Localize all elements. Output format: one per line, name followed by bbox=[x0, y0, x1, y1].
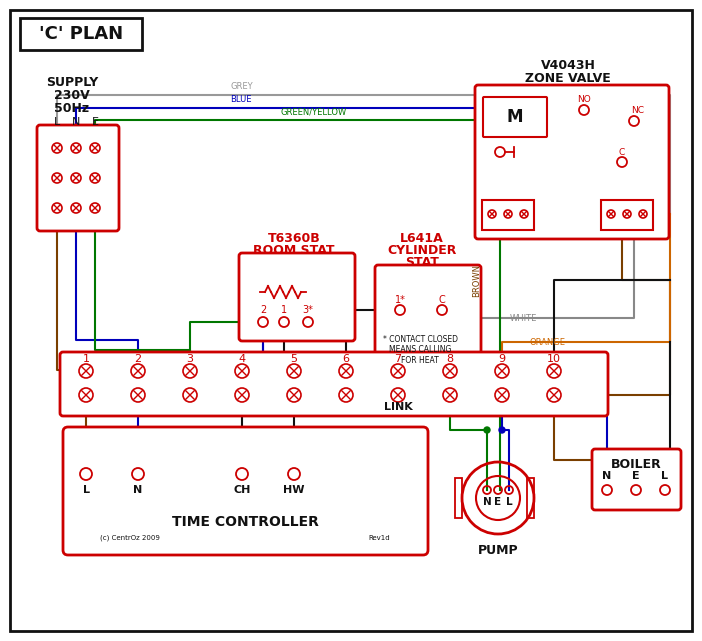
Circle shape bbox=[484, 427, 490, 433]
Text: N: N bbox=[483, 497, 491, 507]
Text: 'C' PLAN: 'C' PLAN bbox=[39, 25, 123, 43]
Text: 10: 10 bbox=[547, 354, 561, 364]
Text: NO: NO bbox=[577, 94, 591, 103]
Text: 3*: 3* bbox=[303, 305, 313, 315]
Text: N: N bbox=[133, 485, 143, 495]
Text: L641A: L641A bbox=[400, 231, 444, 244]
Text: V4043H: V4043H bbox=[541, 58, 595, 72]
Bar bbox=[455, 478, 462, 518]
Text: SUPPLY: SUPPLY bbox=[46, 76, 98, 88]
Bar bbox=[482, 200, 534, 230]
Text: PUMP: PUMP bbox=[477, 544, 518, 556]
Text: C: C bbox=[439, 295, 445, 305]
Text: T6360B: T6360B bbox=[267, 231, 320, 244]
Text: 6: 6 bbox=[343, 354, 350, 364]
Text: 7: 7 bbox=[395, 354, 402, 364]
Text: ROOM STAT: ROOM STAT bbox=[253, 244, 335, 256]
Text: HW: HW bbox=[283, 485, 305, 495]
Text: BROWN: BROWN bbox=[472, 263, 482, 297]
Text: 8: 8 bbox=[446, 354, 453, 364]
Text: N: N bbox=[602, 471, 611, 481]
Text: 1*: 1* bbox=[395, 295, 406, 305]
Text: 1: 1 bbox=[281, 305, 287, 315]
FancyBboxPatch shape bbox=[60, 352, 608, 416]
Text: 50Hz: 50Hz bbox=[55, 101, 90, 115]
Bar bbox=[20, 18, 142, 50]
Text: E: E bbox=[494, 497, 501, 507]
Text: E: E bbox=[91, 117, 98, 127]
Bar bbox=[601, 200, 653, 230]
Text: BLUE: BLUE bbox=[230, 95, 251, 104]
Text: L: L bbox=[505, 497, 512, 507]
Text: C: C bbox=[619, 147, 625, 156]
Text: CH: CH bbox=[233, 485, 251, 495]
Text: (c) CentrOz 2009: (c) CentrOz 2009 bbox=[100, 535, 160, 541]
Text: TIME CONTROLLER: TIME CONTROLLER bbox=[171, 515, 319, 529]
Text: GREY: GREY bbox=[230, 82, 253, 91]
Text: 2: 2 bbox=[260, 305, 266, 315]
Text: L: L bbox=[54, 117, 60, 127]
Text: 1: 1 bbox=[83, 354, 89, 364]
FancyBboxPatch shape bbox=[475, 85, 669, 239]
Text: * CONTACT CLOSED
MEANS CALLING
FOR HEAT: * CONTACT CLOSED MEANS CALLING FOR HEAT bbox=[383, 335, 458, 365]
Text: NC: NC bbox=[632, 106, 644, 115]
FancyBboxPatch shape bbox=[37, 125, 119, 231]
Text: STAT: STAT bbox=[405, 256, 439, 269]
Text: ORANGE: ORANGE bbox=[530, 338, 566, 347]
Circle shape bbox=[499, 427, 505, 433]
Text: L: L bbox=[83, 485, 89, 495]
Text: BOILER: BOILER bbox=[611, 458, 661, 470]
Text: N: N bbox=[72, 117, 80, 127]
Text: GREEN/YELLOW: GREEN/YELLOW bbox=[280, 107, 346, 116]
Text: Rev1d: Rev1d bbox=[369, 535, 390, 541]
Bar bbox=[527, 478, 534, 518]
FancyBboxPatch shape bbox=[375, 265, 481, 381]
Text: WHITE: WHITE bbox=[510, 313, 537, 322]
Text: 9: 9 bbox=[498, 354, 505, 364]
Text: E: E bbox=[633, 471, 640, 481]
Text: LINK: LINK bbox=[383, 402, 412, 412]
FancyBboxPatch shape bbox=[483, 97, 547, 137]
Text: 2: 2 bbox=[135, 354, 142, 364]
FancyBboxPatch shape bbox=[592, 449, 681, 510]
FancyBboxPatch shape bbox=[239, 253, 355, 341]
Text: CYLINDER: CYLINDER bbox=[388, 244, 457, 256]
Text: 4: 4 bbox=[239, 354, 246, 364]
Text: L: L bbox=[661, 471, 668, 481]
Text: 5: 5 bbox=[291, 354, 298, 364]
FancyBboxPatch shape bbox=[63, 427, 428, 555]
Text: 3: 3 bbox=[187, 354, 194, 364]
Text: M: M bbox=[507, 108, 523, 126]
Text: 230V: 230V bbox=[54, 88, 90, 101]
Text: ZONE VALVE: ZONE VALVE bbox=[525, 72, 611, 85]
